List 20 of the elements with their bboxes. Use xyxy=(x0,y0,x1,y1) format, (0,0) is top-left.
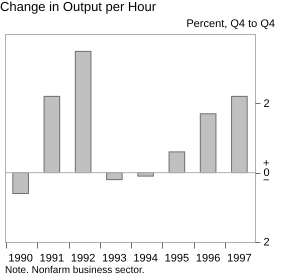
bar xyxy=(231,96,248,174)
bar xyxy=(168,151,186,174)
x-tick-label: 1997 xyxy=(227,252,252,264)
x-tick-label: 1992 xyxy=(70,252,96,264)
y-tick-label: 2 xyxy=(264,98,270,110)
x-tick-label: 1996 xyxy=(196,252,220,264)
x-tick-label: 1993 xyxy=(102,252,127,264)
bar xyxy=(74,50,92,174)
chart-title: Change in Output per Hour xyxy=(0,0,157,14)
bar xyxy=(200,113,216,174)
x-tick-label: 1990 xyxy=(8,252,33,264)
text: + xyxy=(263,158,270,170)
y-tick-label: 2 xyxy=(264,236,270,248)
y-axis-title: Percent, Q4 to Q4 xyxy=(186,18,275,30)
bar xyxy=(44,96,60,174)
x-tick-label: 1995 xyxy=(164,252,190,264)
text: Note. Nonfarm business sector. xyxy=(5,265,145,276)
x-tick-label: 1994 xyxy=(133,252,158,264)
x-tick-label: 1991 xyxy=(40,252,64,264)
bar xyxy=(12,172,29,194)
